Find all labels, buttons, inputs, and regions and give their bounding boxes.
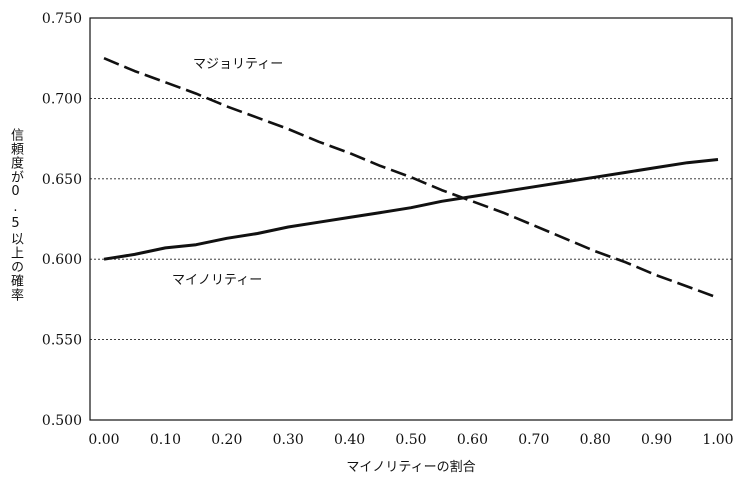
x-tick-label: 1.00 <box>702 432 733 448</box>
majority-series-label: マジョリティー <box>193 57 283 72</box>
y-tick-label: 0.750 <box>42 11 82 27</box>
y-tick-label: 0.550 <box>42 333 82 349</box>
x-tick-label: 0.40 <box>334 432 365 448</box>
series-lines <box>103 57 719 300</box>
plot-frame <box>89 17 733 421</box>
x-tick-labels: 0.00 0.10 0.20 0.30 0.40 0.50 0.60 0.70 0.80 0.90… <box>88 432 733 448</box>
minority-series-label: マイノリティー <box>172 273 262 288</box>
x-axis-title: マイノリティーの割合 <box>346 459 475 475</box>
y-tick-labels: 0.500 0.550 0.600 0.650 0.700 0.750 <box>42 11 82 429</box>
x-tick-label: 0.80 <box>580 432 611 448</box>
y-tick-label: 0.700 <box>42 91 82 107</box>
y-tick-label: 0.600 <box>42 252 82 268</box>
minority-line <box>103 158 719 261</box>
gridlines <box>90 97 732 341</box>
x-tick-label: 0.30 <box>273 432 304 448</box>
x-tick-label: 0.20 <box>211 432 242 448</box>
x-tick-label: 0.50 <box>395 432 426 448</box>
x-tick-label: 0.10 <box>150 432 181 448</box>
y-tick-label: 0.650 <box>42 172 82 188</box>
y-axis-title: 信頼度が0.5以上の確率 <box>8 128 23 302</box>
x-tick-label: 0.00 <box>88 432 119 448</box>
y-tick-label: 0.500 <box>42 413 82 429</box>
x-tick-label: 0.60 <box>457 432 488 448</box>
x-tick-label: 0.70 <box>518 432 549 448</box>
majority-line <box>103 57 719 300</box>
x-tick-label: 0.90 <box>641 432 672 448</box>
